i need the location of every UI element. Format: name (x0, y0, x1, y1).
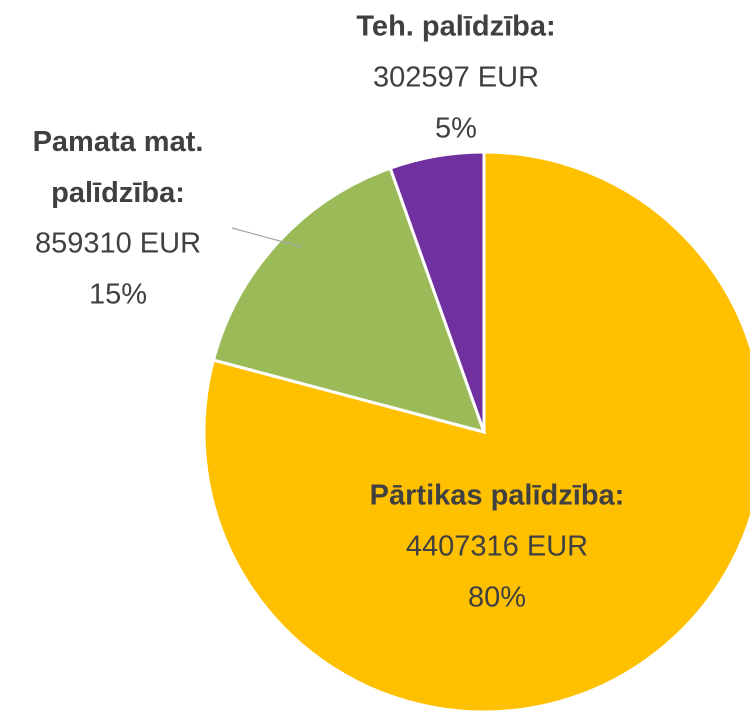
slice-label-percent: 15% (89, 279, 147, 311)
pie-slice (211, 166, 487, 435)
slice-label-percent: 5% (435, 113, 477, 145)
slice-label-name: Teh. palīdzība: (356, 11, 555, 43)
slice-label-percent: 80% (468, 582, 526, 614)
pie-slice (388, 150, 486, 433)
slice-label-name: Pārtikas palīdzība: (370, 480, 625, 512)
slice-label-value: 4407316 EUR (406, 531, 588, 563)
slice-label-name: Pamata mat. palīdzība: (33, 126, 204, 209)
slice-label-value: 859310 EUR (35, 228, 201, 260)
slice-label-value: 302597 EUR (373, 62, 539, 94)
leader-line (231, 227, 303, 248)
